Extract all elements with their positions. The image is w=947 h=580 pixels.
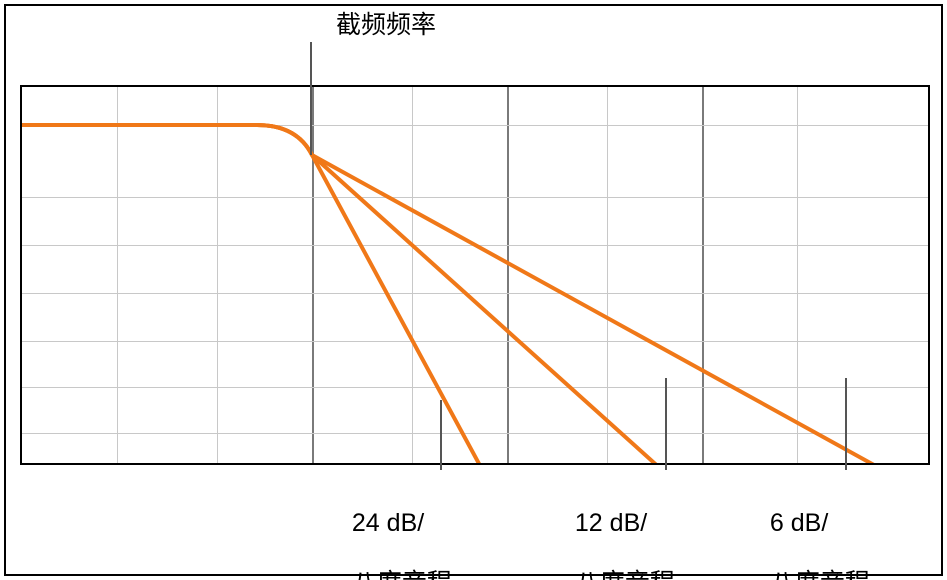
slope-24db-leader-line xyxy=(440,400,442,470)
cutoff-freq-label: 截频频率 xyxy=(336,10,436,40)
curve-12dB xyxy=(22,125,692,465)
cutoff-leader-line xyxy=(310,42,312,155)
curve-24dB xyxy=(22,125,497,465)
curve-6dB xyxy=(22,125,930,465)
slope-12db-leader-line xyxy=(665,378,667,470)
slope-6db-line2: 八度音程 xyxy=(770,569,870,580)
slope-12db-label: 12 dB/ 八度音程 xyxy=(561,478,675,580)
slope-12db-line2: 八度音程 xyxy=(575,569,675,580)
slope-24db-label: 24 dB/ 八度音程 xyxy=(338,478,452,580)
slope-6db-leader-line xyxy=(845,378,847,470)
slope-24db-line1: 24 dB/ xyxy=(352,509,424,537)
slope-12db-line1: 12 dB/ xyxy=(575,509,647,537)
plot-area xyxy=(20,85,930,465)
slope-6db-label: 6 dB/ 八度音程 xyxy=(756,478,870,580)
filter-curves xyxy=(22,87,930,465)
slope-24db-line2: 八度音程 xyxy=(352,569,452,580)
slope-6db-line1: 6 dB/ xyxy=(770,509,828,537)
